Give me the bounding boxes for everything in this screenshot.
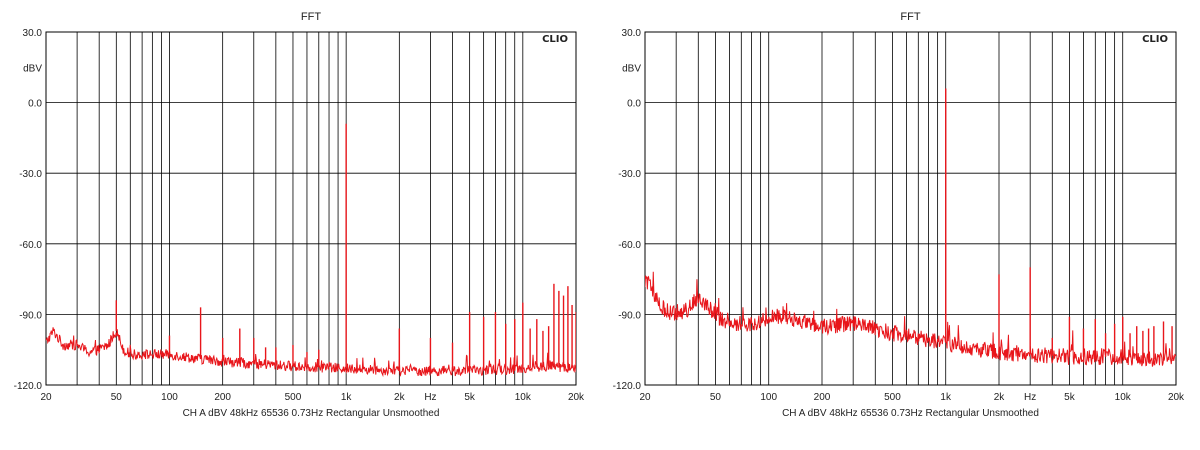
x-tick-label: 100 [161,392,178,403]
chart-title: FFT [900,11,920,23]
y-tick-label: -30.0 [19,169,42,180]
x-tick-label: 500 [884,392,901,403]
y-tick-label: -120.0 [14,381,43,392]
x-tick-label: 1k [341,392,353,403]
y-tick-label: -120.0 [613,381,642,392]
trace-group [46,123,576,378]
y-tick-label: -90.0 [19,310,42,321]
x-tick-label: 100 [760,392,777,403]
x-tick-label: Hz [1024,392,1036,403]
y-tick-label: 0.0 [28,99,42,110]
x-tick-label: 10k [1115,392,1132,403]
y-tick-label: 0.0 [627,99,641,110]
noise-floor-trace [645,271,1176,367]
brand-label: CLIO [1142,34,1168,45]
x-tick-label: 500 [285,392,302,403]
y-tick-label: 30.0 [23,28,43,39]
x-tick-label: 50 [111,392,123,403]
x-tick-label: 50 [710,392,722,403]
x-tick-label: 20 [639,392,651,403]
x-tick-label: Hz [424,392,436,403]
x-tick-label: 200 [814,392,831,403]
y-tick-label: -90.0 [618,310,641,321]
y-tick-label: -30.0 [618,169,641,180]
chart-footer: CH A dBV 48kHz 65536 0.73Hz Rectangular … [183,408,440,419]
x-tick-label: 2k [394,392,406,403]
y-axis-label: dBV [23,63,42,74]
trace-group [645,88,1176,367]
noise-floor-trace [46,327,576,378]
brand-label: CLIO [542,34,568,45]
x-tick-label: 20k [1168,392,1185,403]
x-tick-label: 5k [464,392,476,403]
x-tick-label: 5k [1064,392,1076,403]
x-tick-label: 10k [515,392,532,403]
plot-area [644,31,1177,386]
x-tick-label: 200 [214,392,231,403]
y-tick-label: -60.0 [19,240,42,251]
y-tick-label: -60.0 [618,240,641,251]
y-tick-label: 30.0 [622,28,642,39]
chart-title: FFT [301,11,321,23]
x-tick-label: 20k [568,392,585,403]
y-axis-label: dBV [622,63,641,74]
chart-footer: CH A dBV 48kHz 65536 0.73Hz Rectangular … [782,408,1039,419]
x-tick-label: 1k [940,392,952,403]
x-tick-label: 2k [994,392,1006,403]
x-tick-label: 20 [40,392,52,403]
